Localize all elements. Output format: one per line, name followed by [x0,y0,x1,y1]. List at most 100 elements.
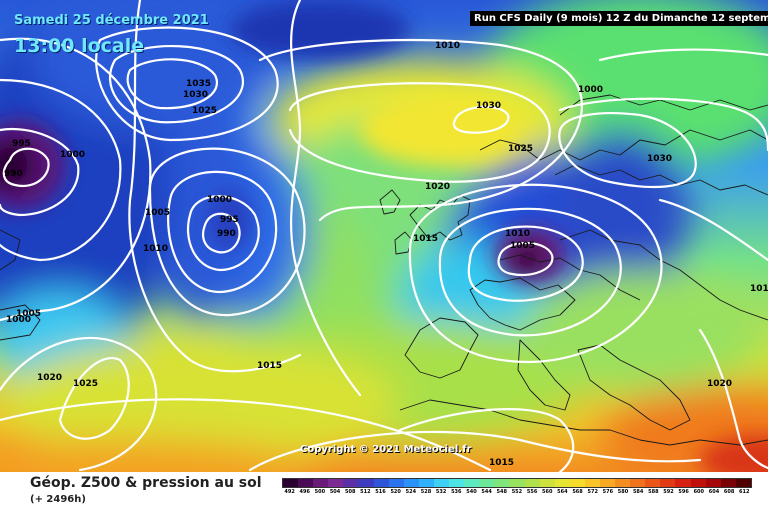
legend-tick-label: 600 [693,489,705,495]
isobar-label: 1010 [505,229,530,239]
legend-tick-label: 596 [678,489,689,495]
legend-tick-label: 524 [405,489,417,495]
isobar-label: 1005 [145,208,170,218]
legend-swatch [735,479,751,487]
legend-swatch [599,479,616,487]
legend-tick-label: 520 [390,489,401,495]
isobars [0,0,768,472]
legend-swatch [479,479,495,487]
legend-swatch [569,479,585,487]
legend-tick-label: 584 [632,489,644,495]
color-legend-labels: 492 496 500 504 508 512 516 520 524 528 532 536 540 5… [282,489,752,495]
legend-swatch [494,479,510,487]
legend-tick-label: 576 [602,489,614,495]
isobar-label: 1025 [192,106,217,116]
legend-swatch [464,479,480,487]
legend-swatch [418,479,434,487]
legend-swatch [705,479,721,487]
legend-tick-label: 604 [708,489,720,495]
legend-tick-label: 544 [481,489,492,495]
legend-swatch [584,479,600,487]
legend-swatch [690,479,706,487]
legend-swatch [524,479,540,487]
legend-swatch [615,479,631,487]
legend-tick-label: 560 [542,489,553,495]
isobar-label: 1000 [6,315,31,325]
legend-tick-label: 588 [648,489,659,495]
isobar-label: 1020 [37,373,62,383]
legend-tick-label: 504 [329,489,341,495]
legend-swatch [449,479,465,487]
legend-tick-label: 608 [723,489,735,495]
legend-tick-label: 564 [557,489,568,495]
legend-tick-label: 496 [299,489,310,495]
legend-swatch [539,479,555,487]
isobar-labels: 1000 1035 1030 1025 1010 995 1000 990 10… [4,41,768,468]
legend-swatch [343,479,359,487]
legend-tick-label: 500 [314,489,326,495]
isobar-label: 1030 [647,154,672,164]
run-banner: Run CFS Daily (9 mois) 12 Z du Dimanche … [470,11,768,26]
isobar-label: 1025 [73,379,98,389]
isobar-label: 1015 [489,458,514,468]
map-footer: Géop. Z500 & pression au sol (+ 2496h) 4… [0,472,768,512]
map-title: Géop. Z500 & pression au sol [30,475,262,491]
isobar-label: 995 [220,215,239,225]
forecast-date: Samedi 25 décembre 2021 [14,13,209,28]
isobar-label: 1005 [510,241,535,251]
color-legend [282,478,752,488]
legend-tick-label: 528 [420,489,432,495]
legend-swatch [373,479,389,487]
legend-swatch [509,479,525,487]
isobar-label: 1005 [16,309,41,319]
legend-swatch [630,479,646,487]
isobar-label: 1025 [508,144,533,154]
isobar-label: 1035 [186,79,211,89]
legend-swatch [328,479,344,487]
legend-swatch [298,479,314,487]
isobar-label: 1030 [476,101,501,111]
isobar-label: 1015 [257,361,282,371]
isobar-label: 1000 [578,85,603,95]
legend-swatch [554,479,570,487]
isobar-label: 990 [217,229,236,239]
legend-swatch [388,479,404,487]
legend-tick-label: 508 [344,489,356,495]
forecast-time: 13:00 locale [14,35,145,57]
isobar-label: 1020 [707,379,732,389]
isobar-label: 1020 [425,182,450,192]
legend-tick-label: 580 [617,489,629,495]
isobar-label: 1000 [60,150,85,160]
legend-tick-label: 540 [466,489,477,495]
isobar-label: 1030 [183,90,208,100]
legend-swatch [675,479,691,487]
legend-tick-label: 592 [663,489,674,495]
isobar-label: 1000 [207,195,232,205]
legend-tick-label: 532 [435,489,447,495]
coastlines [0,94,768,446]
legend-tick-label: 548 [496,489,507,495]
legend-tick-label: 492 [284,489,295,495]
isobar-label: 990 [4,169,23,179]
isobar-label: 1015 [413,234,438,244]
forecast-lead-time: (+ 2496h) [30,494,86,505]
isobar-label: 995 [12,139,31,149]
legend-tick-label: 536 [451,489,462,495]
weather-map: 1000 1035 1030 1025 1010 995 1000 990 10… [0,0,768,472]
legend-swatch [313,479,329,487]
copyright-notice: Copyright © 2021 Meteociel.fr [300,444,472,455]
legend-swatch [720,479,736,487]
legend-tick-label: 612 [739,489,750,495]
isobar-label: 1010 [435,41,460,51]
legend-swatch [433,479,450,487]
isobar-label: 101 [750,284,768,294]
legend-tick-label: 512 [360,489,371,495]
legend-tick-label: 572 [587,489,598,495]
legend-swatch [358,479,374,487]
legend-tick-label: 552 [511,489,523,495]
legend-tick-label: 556 [526,489,538,495]
legend-swatch [403,479,419,487]
legend-tick-label: 516 [375,489,386,495]
legend-swatch [645,479,661,487]
